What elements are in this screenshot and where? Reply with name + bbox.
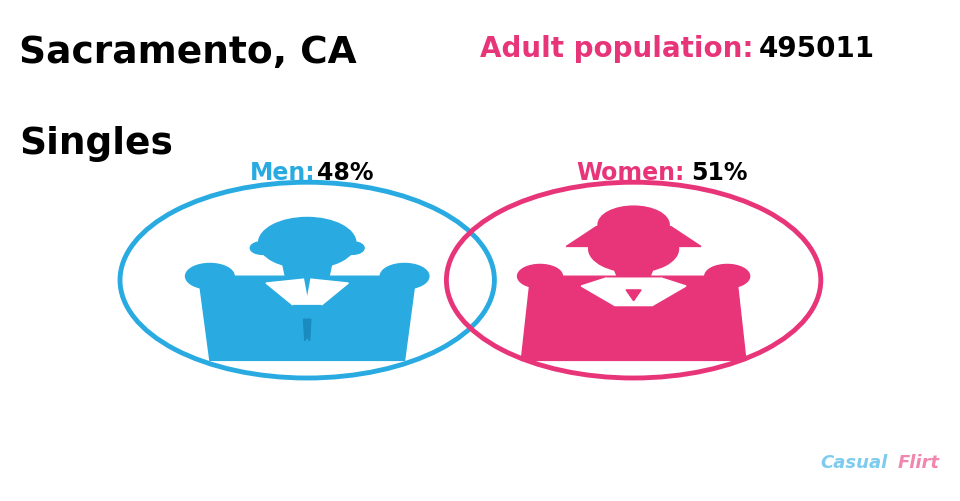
Polygon shape bbox=[626, 290, 641, 301]
Polygon shape bbox=[566, 218, 701, 247]
Circle shape bbox=[185, 264, 234, 290]
Polygon shape bbox=[634, 279, 686, 306]
Text: 51%: 51% bbox=[691, 160, 748, 184]
Circle shape bbox=[517, 265, 563, 289]
Text: Singles: Singles bbox=[19, 125, 173, 161]
Polygon shape bbox=[521, 277, 746, 361]
Polygon shape bbox=[613, 267, 654, 277]
Polygon shape bbox=[199, 277, 416, 361]
Text: 48%: 48% bbox=[317, 160, 373, 184]
Circle shape bbox=[588, 226, 679, 273]
Text: Men:: Men: bbox=[250, 160, 315, 184]
Circle shape bbox=[258, 218, 356, 269]
Polygon shape bbox=[303, 320, 311, 341]
Circle shape bbox=[705, 265, 750, 289]
Polygon shape bbox=[266, 280, 309, 310]
Polygon shape bbox=[606, 279, 661, 306]
Polygon shape bbox=[305, 280, 348, 310]
Polygon shape bbox=[283, 265, 331, 277]
Text: Casual: Casual bbox=[821, 453, 888, 471]
Polygon shape bbox=[581, 279, 634, 306]
Circle shape bbox=[380, 264, 429, 290]
Polygon shape bbox=[290, 306, 324, 345]
Text: Adult population:: Adult population: bbox=[480, 35, 754, 63]
Text: Flirt: Flirt bbox=[898, 453, 940, 471]
Circle shape bbox=[598, 207, 669, 244]
Circle shape bbox=[251, 242, 275, 255]
Text: 495011: 495011 bbox=[758, 35, 875, 63]
Text: Women:: Women: bbox=[576, 160, 684, 184]
Text: Sacramento, CA: Sacramento, CA bbox=[19, 35, 357, 71]
Circle shape bbox=[340, 242, 364, 255]
